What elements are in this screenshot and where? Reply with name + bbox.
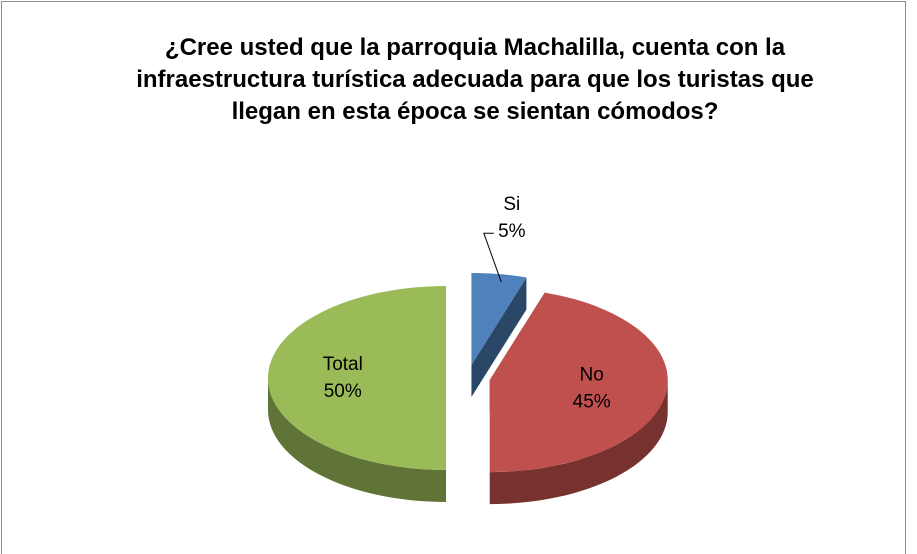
slice-side: [489, 380, 668, 505]
slice-wall: [471, 277, 527, 397]
data-label-category: Total: [323, 354, 363, 375]
slice-side: [268, 378, 446, 502]
slice: [489, 292, 668, 473]
data-label-category: Si: [503, 194, 520, 215]
slice: [268, 286, 446, 470]
data-label: 50%: [324, 381, 362, 402]
chart-title: ¿Cree usted que la parroquia Machalilla,…: [136, 34, 814, 125]
data-label-category: No: [580, 364, 604, 385]
data-label: 5%: [498, 221, 526, 242]
data-label: 45%: [573, 391, 611, 412]
slice: [471, 272, 527, 365]
leader-line: [483, 232, 502, 283]
